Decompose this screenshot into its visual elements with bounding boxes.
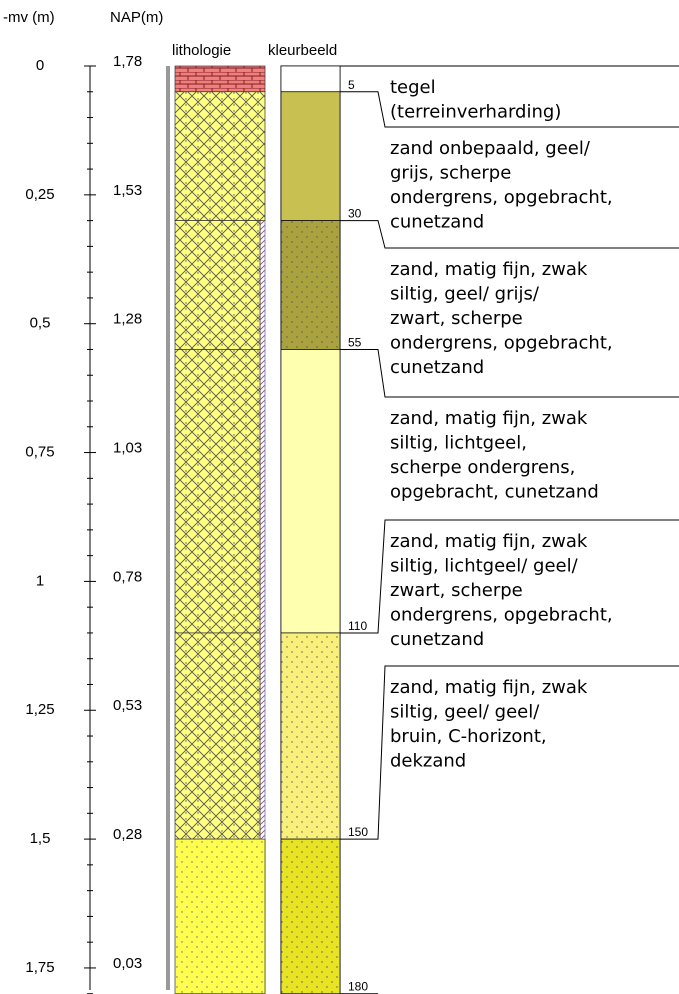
depth-bar [166,66,170,990]
nap-header: NAP(m) [110,9,163,26]
layer-description: zand, matig fijn, zwak [390,531,588,552]
lithology-layer [174,65,266,93]
lithology-layer [174,91,266,221]
depth-label: 1,25 [25,701,54,718]
boundary-label: 180 [348,980,368,994]
nap-label: 0,53 [113,697,142,714]
boundary-label: 150 [348,825,368,839]
connector [340,348,679,398]
layer-description: opgebracht, cunetzand [390,482,599,503]
layer-description: scherpe ondergrens, [390,457,575,478]
boundary-label: 110 [348,619,367,633]
lithology-layer [174,838,266,994]
depth-label: 1,75 [25,959,54,976]
depth-label: 0,75 [25,444,54,461]
layer-description: cunetzand [390,357,484,378]
color-layer [280,349,341,634]
layer-description: (terreinverharding) [390,102,561,123]
depth-label: 1 [36,572,44,589]
lithology-header: lithologie [172,42,231,59]
lithology-layer [174,349,261,634]
lithology-layer [174,220,261,350]
connector [340,665,679,840]
nap-label: 1,03 [113,440,142,457]
nap-label: 0,28 [113,826,142,843]
boundary-label: 30 [348,207,362,221]
nap-label: 1,53 [113,182,142,199]
layer-description: zwart, scherpe [390,308,523,329]
boundary-label: 55 [348,335,362,349]
connector [340,220,679,249]
layer-description: zand, matig fijn, zwak [390,408,588,429]
depth-header: -mv (m) [3,9,55,26]
nap-label: 0,78 [113,568,142,585]
nap-label: 0,03 [113,955,142,972]
layer-description: siltig, lichtgeel/ geel/ [390,556,579,577]
color-layer [280,65,341,93]
nap-label: 1,28 [113,311,142,328]
color-dots [281,220,340,350]
layer-description: bruin, C-horizont, [390,726,547,747]
layer-description: cunetzand [390,629,484,650]
layer-description: zand, matig fijn, zwak [390,677,588,698]
layer-description: siltig, lichtgeel, [390,433,527,454]
connector [340,519,679,634]
depth-label: 0,5 [30,315,51,332]
layer-description: zand, matig fijn, zwak [390,259,588,280]
depth-label: 0 [36,57,44,74]
layer-description: zwart, scherpe [390,580,523,601]
layer-description: dekzand [390,751,466,772]
depth-label: 1,5 [30,830,51,847]
layer-description: ondergrens, opgebracht, [390,333,613,354]
layer-description: cunetzand [390,212,484,233]
layer-description: siltig, geel/ geel/ [390,702,540,723]
layer-description: grijs, scherpe [390,163,511,184]
color-dots [281,632,340,840]
nap-label: 1,78 [113,53,142,70]
lithology-layer [174,632,261,840]
layer-description: ondergrens, opgebracht, [390,187,613,208]
connector [340,91,679,128]
depth-label: 0,25 [25,186,54,203]
boundary-label: 5 [348,78,355,92]
layer-description: tegel [390,77,436,98]
layer-description: ondergrens, opgebracht, [390,605,613,626]
color-dots [281,839,340,994]
layer-description: siltig, geel/ grijs/ [390,284,540,305]
color-header: kleurbeeld [268,42,337,59]
layer-description: zand onbepaald, geel/ [390,138,591,159]
color-layer [280,91,341,221]
